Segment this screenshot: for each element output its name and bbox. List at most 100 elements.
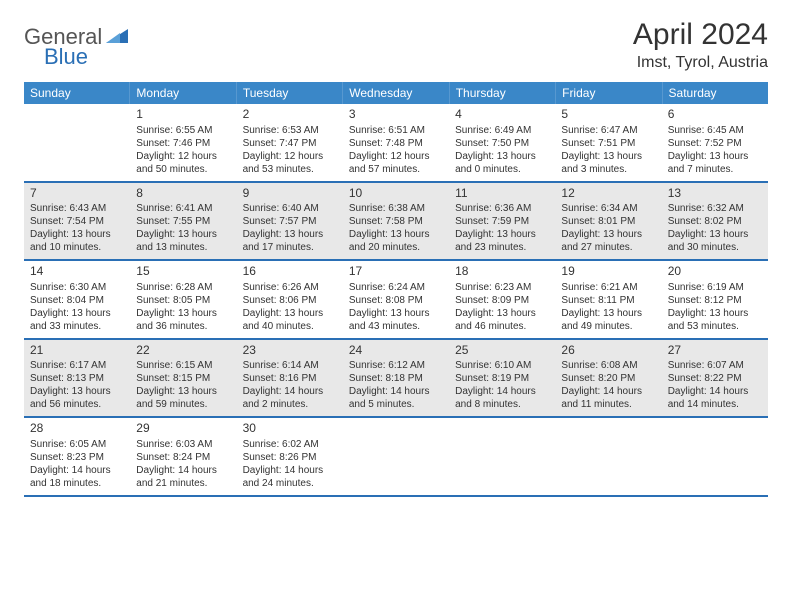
- calendar-row: 28Sunrise: 6:05 AMSunset: 8:23 PMDayligh…: [24, 418, 768, 497]
- calendar-cell: 7Sunrise: 6:43 AMSunset: 7:54 PMDaylight…: [24, 183, 130, 260]
- daylight-text: Daylight: 14 hours and 24 minutes.: [243, 464, 337, 490]
- sunset-text: Sunset: 8:02 PM: [668, 215, 762, 228]
- calendar-cell: [449, 418, 555, 495]
- sunrise-text: Sunrise: 6:15 AM: [136, 359, 230, 372]
- daylight-text: Daylight: 13 hours and 40 minutes.: [243, 307, 337, 333]
- day-number: 14: [30, 264, 124, 280]
- day-number: 30: [243, 421, 337, 437]
- day-number: 3: [349, 107, 443, 123]
- sunrise-text: Sunrise: 6:07 AM: [668, 359, 762, 372]
- location: Imst, Tyrol, Austria: [633, 54, 768, 72]
- calendar-cell: 3Sunrise: 6:51 AMSunset: 7:48 PMDaylight…: [343, 104, 449, 181]
- calendar-cell: 24Sunrise: 6:12 AMSunset: 8:18 PMDayligh…: [343, 340, 449, 417]
- daylight-text: Daylight: 14 hours and 14 minutes.: [668, 385, 762, 411]
- day-number: 25: [455, 343, 549, 359]
- calendar-cell: 13Sunrise: 6:32 AMSunset: 8:02 PMDayligh…: [662, 183, 768, 260]
- sunrise-text: Sunrise: 6:53 AM: [243, 124, 337, 137]
- calendar-cell: 28Sunrise: 6:05 AMSunset: 8:23 PMDayligh…: [24, 418, 130, 495]
- sunrise-text: Sunrise: 6:05 AM: [30, 438, 124, 451]
- calendar-cell: 19Sunrise: 6:21 AMSunset: 8:11 PMDayligh…: [555, 261, 661, 338]
- daylight-text: Daylight: 14 hours and 2 minutes.: [243, 385, 337, 411]
- sunset-text: Sunset: 8:24 PM: [136, 451, 230, 464]
- sunrise-text: Sunrise: 6:21 AM: [561, 281, 655, 294]
- daylight-text: Daylight: 14 hours and 21 minutes.: [136, 464, 230, 490]
- calendar-cell: 14Sunrise: 6:30 AMSunset: 8:04 PMDayligh…: [24, 261, 130, 338]
- daylight-text: Daylight: 12 hours and 53 minutes.: [243, 150, 337, 176]
- sunrise-text: Sunrise: 6:28 AM: [136, 281, 230, 294]
- sunset-text: Sunset: 8:18 PM: [349, 372, 443, 385]
- calendar-cell: 5Sunrise: 6:47 AMSunset: 7:51 PMDaylight…: [555, 104, 661, 181]
- day-header-row: Sunday Monday Tuesday Wednesday Thursday…: [24, 82, 768, 104]
- sunrise-text: Sunrise: 6:30 AM: [30, 281, 124, 294]
- calendar-cell: 20Sunrise: 6:19 AMSunset: 8:12 PMDayligh…: [662, 261, 768, 338]
- day-number: 10: [349, 186, 443, 202]
- calendar-row: 21Sunrise: 6:17 AMSunset: 8:13 PM Dayligh…: [24, 340, 768, 419]
- sunset-text: Sunset: 7:54 PM: [30, 215, 124, 228]
- sunset-text: Sunset: 7:59 PM: [455, 215, 549, 228]
- calendar-cell: 18Sunrise: 6:23 AMSunset: 8:09 PMDayligh…: [449, 261, 555, 338]
- sunset-text: Sunset: 8:19 PM: [455, 372, 549, 385]
- calendar-cell: 17Sunrise: 6:24 AMSunset: 8:08 PMDayligh…: [343, 261, 449, 338]
- logo-line2: Blue: [44, 44, 88, 70]
- day-number: 8: [136, 186, 230, 202]
- header: General April 2024 Imst, Tyrol, Austria: [24, 18, 768, 72]
- daylight-text: Daylight: 14 hours and 11 minutes.: [561, 385, 655, 411]
- sunrise-text: Sunrise: 6:19 AM: [668, 281, 762, 294]
- day-header-wednesday: Wednesday: [343, 82, 449, 104]
- sunset-text: Sunset: 7:52 PM: [668, 137, 762, 150]
- daylight-text: Daylight: 13 hours and 0 minutes.: [455, 150, 549, 176]
- calendar-cell: [662, 418, 768, 495]
- calendar-cell: 10Sunrise: 6:38 AMSunset: 7:58 PMDayligh…: [343, 183, 449, 260]
- sunrise-text: Sunrise: 6:51 AM: [349, 124, 443, 137]
- daylight-text: Daylight: 13 hours and 33 minutes.: [30, 307, 124, 333]
- calendar-cell: 2Sunrise: 6:53 AMSunset: 7:47 PMDaylight…: [237, 104, 343, 181]
- day-number: 11: [455, 186, 549, 202]
- calendar-cell: 23Sunrise: 6:14 AMSunset: 8:16 PMDayligh…: [237, 340, 343, 417]
- sunset-text: Sunset: 7:55 PM: [136, 215, 230, 228]
- title-block: April 2024 Imst, Tyrol, Austria: [633, 18, 768, 72]
- day-number: 19: [561, 264, 655, 280]
- day-number: 2: [243, 107, 337, 123]
- calendar-cell: 16Sunrise: 6:26 AMSunset: 8:06 PMDayligh…: [237, 261, 343, 338]
- day-number: 21: [30, 343, 124, 359]
- sunset-text: Sunset: 7:50 PM: [455, 137, 549, 150]
- sunset-text: Sunset: 8:01 PM: [561, 215, 655, 228]
- daylight-text: Daylight: 13 hours and 59 minutes.: [136, 385, 230, 411]
- daylight-text: Daylight: 14 hours and 18 minutes.: [30, 464, 124, 490]
- day-header-friday: Friday: [556, 82, 662, 104]
- daylight-text: Daylight: 13 hours and 10 minutes.: [30, 228, 124, 254]
- daylight-text: Daylight: 12 hours and 57 minutes.: [349, 150, 443, 176]
- day-number: 26: [561, 343, 655, 359]
- sunrise-text: Sunrise: 6:45 AM: [668, 124, 762, 137]
- day-number: 5: [561, 107, 655, 123]
- day-number: 12: [561, 186, 655, 202]
- sunrise-text: Sunrise: 6:43 AM: [30, 202, 124, 215]
- calendar-cell: 29Sunrise: 6:03 AMSunset: 8:24 PMDayligh…: [130, 418, 236, 495]
- sunrise-text: Sunrise: 6:23 AM: [455, 281, 549, 294]
- calendar-cell: [555, 418, 661, 495]
- day-number: 20: [668, 264, 762, 280]
- daylight-text: Daylight: 13 hours and 36 minutes.: [136, 307, 230, 333]
- daylight-text: Daylight: 13 hours and 7 minutes.: [668, 150, 762, 176]
- calendar-cell: 11Sunrise: 6:36 AMSunset: 7:59 PMDayligh…: [449, 183, 555, 260]
- sunset-text: Sunset: 8:13 PM: [30, 372, 124, 385]
- sunrise-text: Sunrise: 6:24 AM: [349, 281, 443, 294]
- sunset-text: Sunset: 8:20 PM: [561, 372, 655, 385]
- calendar-row: 14Sunrise: 6:30 AMSunset: 8:04 PMDayligh…: [24, 261, 768, 340]
- day-number: 15: [136, 264, 230, 280]
- sunrise-text: Sunrise: 6:17 AM: [30, 359, 124, 372]
- daylight-text: Daylight: 13 hours and 30 minutes.: [668, 228, 762, 254]
- day-number: 16: [243, 264, 337, 280]
- day-number: 13: [668, 186, 762, 202]
- sunrise-text: Sunrise: 6:08 AM: [561, 359, 655, 372]
- daylight-text: Daylight: 13 hours and 43 minutes.: [349, 307, 443, 333]
- day-header-monday: Monday: [130, 82, 236, 104]
- sunrise-text: Sunrise: 6:02 AM: [243, 438, 337, 451]
- daylight-text: Daylight: 13 hours and 23 minutes.: [455, 228, 549, 254]
- day-number: 23: [243, 343, 337, 359]
- sunrise-text: Sunrise: 6:03 AM: [136, 438, 230, 451]
- daylight-text: Daylight: 13 hours and 49 minutes.: [561, 307, 655, 333]
- sunset-text: Sunset: 8:09 PM: [455, 294, 549, 307]
- sunset-text: Sunset: 8:06 PM: [243, 294, 337, 307]
- sunrise-text: Sunrise: 6:10 AM: [455, 359, 549, 372]
